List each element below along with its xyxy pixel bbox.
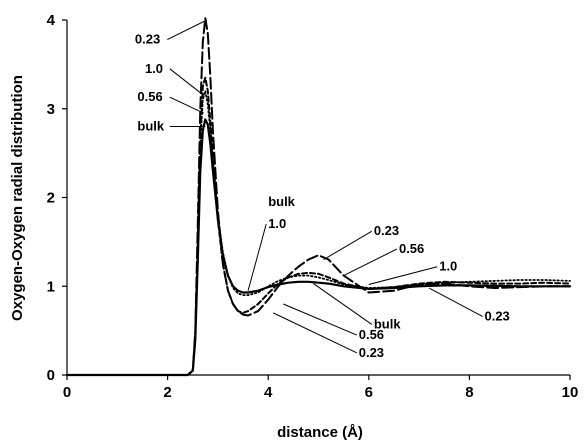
x-tick-label: 6	[365, 384, 373, 401]
annotation-label: bulk	[137, 119, 164, 134]
y-tick-label: 0	[47, 367, 55, 384]
series-layer	[65, 17, 572, 377]
x-tick-label: 8	[465, 384, 473, 401]
annotation-label: 1.0	[268, 216, 286, 231]
axes: 0 2 4 6 8 10 0 1 2 3 4	[47, 12, 579, 401]
series-line-3	[66, 17, 571, 376]
annotation-leader	[247, 223, 267, 291]
annotation-leader	[283, 303, 357, 336]
y-axis-label: Oxygen-Oxygen radial distribution	[9, 75, 26, 321]
x-tick-label: 10	[562, 384, 579, 401]
annotation-label: 0.23	[359, 345, 384, 360]
y-tick-label: 2	[47, 190, 55, 207]
annotation-leader	[368, 266, 438, 285]
annotation-label: 0.23	[374, 223, 399, 238]
series-line-2	[66, 76, 571, 376]
x-tick-label: 4	[264, 384, 273, 401]
annotation-leader	[167, 19, 208, 40]
y-tick-label: 1	[47, 278, 55, 295]
annotation-label: 0.56	[359, 327, 384, 342]
annotation-leader	[273, 312, 357, 354]
y-tick-label: 3	[47, 101, 55, 118]
annotation-label: 0.23	[484, 308, 509, 323]
series-line-0	[65, 118, 572, 377]
annotation-label: bulk	[268, 194, 295, 209]
annotation-leader	[313, 283, 373, 325]
x-axis-label: distance (Å)	[277, 424, 363, 441]
annotation-leader	[169, 68, 205, 96]
annotation-leader	[343, 248, 398, 277]
series-line-1	[66, 90, 571, 376]
annotation-leader	[428, 287, 483, 317]
annotation-label: 0.56	[399, 241, 424, 256]
annotation-leader	[323, 230, 373, 261]
annotation-label: 0.23	[135, 32, 160, 47]
y-tick-label: 4	[47, 12, 56, 29]
x-tick-label: 2	[163, 384, 171, 401]
annotation-label: 0.56	[137, 89, 162, 104]
annotation-label: 1.0	[145, 61, 163, 76]
annotation-leader	[169, 96, 205, 114]
annotation-label: 1.0	[439, 259, 457, 274]
x-tick-label: 0	[63, 384, 71, 401]
annotation-label: bulk	[374, 316, 401, 331]
